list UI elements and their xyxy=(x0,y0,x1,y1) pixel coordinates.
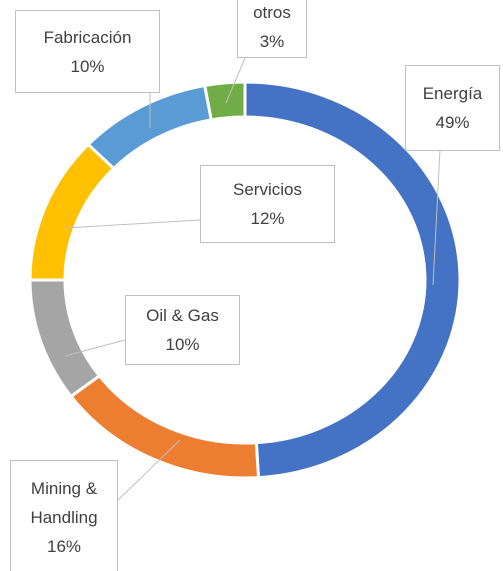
value-label: 10% xyxy=(70,56,105,76)
label-box: Energía 49% xyxy=(405,65,500,151)
value-label: 3% xyxy=(259,32,285,51)
category-label: Mining & Handling xyxy=(30,479,98,527)
label-box: Fabricación 10% xyxy=(15,10,160,93)
label-box: Servicios 12% xyxy=(200,165,335,243)
wedge xyxy=(202,80,247,122)
category-label: Energía xyxy=(422,84,483,103)
value-label: 12% xyxy=(250,209,285,228)
leader-lines xyxy=(64,57,441,501)
leader-line xyxy=(64,219,201,229)
leader-line xyxy=(117,439,181,501)
label-box: otros 3% xyxy=(237,0,307,58)
leader-line xyxy=(225,57,246,104)
wedge xyxy=(28,278,102,399)
leader-line xyxy=(432,149,441,286)
category-label: Oil & Gas xyxy=(146,306,219,325)
label-box: Oil & Gas 10% xyxy=(125,295,240,365)
label-box: Mining & Handling 16% xyxy=(10,460,118,571)
wedge xyxy=(28,142,116,282)
value-label: 10% xyxy=(165,335,200,354)
value-label: 49% xyxy=(435,113,470,132)
category-label: Fabricación xyxy=(43,27,132,47)
leader-line xyxy=(64,339,126,357)
category-label: otros xyxy=(253,3,291,22)
value-label: 16% xyxy=(46,537,82,556)
category-label: Servicios xyxy=(233,180,302,199)
wedge xyxy=(243,80,462,480)
